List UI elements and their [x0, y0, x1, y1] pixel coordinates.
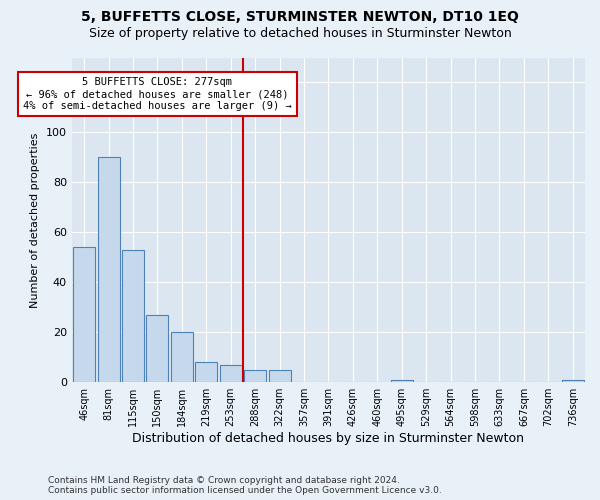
Bar	[195, 362, 217, 382]
Bar	[562, 380, 584, 382]
Bar	[146, 315, 169, 382]
Bar	[220, 364, 242, 382]
Text: 5, BUFFETTS CLOSE, STURMINSTER NEWTON, DT10 1EQ: 5, BUFFETTS CLOSE, STURMINSTER NEWTON, D…	[81, 10, 519, 24]
Y-axis label: Number of detached properties: Number of detached properties	[31, 132, 40, 308]
Bar	[391, 380, 413, 382]
X-axis label: Distribution of detached houses by size in Sturminster Newton: Distribution of detached houses by size …	[133, 432, 524, 445]
Bar	[98, 158, 119, 382]
Bar	[73, 248, 95, 382]
Bar	[244, 370, 266, 382]
Bar	[122, 250, 144, 382]
Bar	[269, 370, 290, 382]
Text: Size of property relative to detached houses in Sturminster Newton: Size of property relative to detached ho…	[89, 28, 511, 40]
Text: Contains HM Land Registry data © Crown copyright and database right 2024.
Contai: Contains HM Land Registry data © Crown c…	[48, 476, 442, 495]
Text: 5 BUFFETTS CLOSE: 277sqm
← 96% of detached houses are smaller (248)
4% of semi-d: 5 BUFFETTS CLOSE: 277sqm ← 96% of detach…	[23, 78, 292, 110]
Bar	[171, 332, 193, 382]
